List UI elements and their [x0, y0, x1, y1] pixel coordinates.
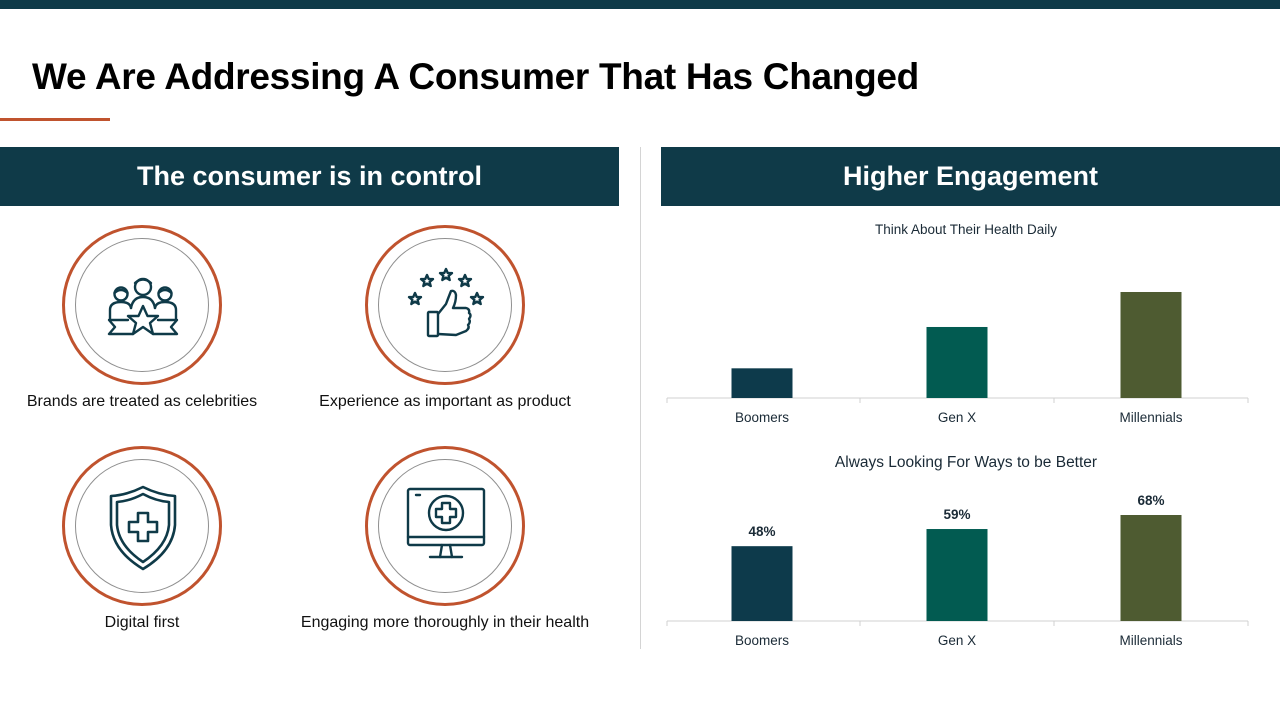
- chart-data-label: 48%: [748, 524, 775, 539]
- icon-ring: [62, 446, 222, 606]
- title-underline: [0, 118, 110, 121]
- feature-card-experience: Experience as important as product: [295, 225, 595, 425]
- chart-category-label: Gen X: [938, 410, 976, 425]
- chart-category-label: Millennials: [1119, 410, 1182, 425]
- icon-ring: [62, 225, 222, 385]
- chart-category-label: Millennials: [1119, 633, 1182, 648]
- feature-card-digital: Digital first: [0, 446, 292, 646]
- feature-card-health: Engaging more thoroughly in their health: [295, 446, 595, 646]
- top-accent-bar: [0, 0, 1280, 9]
- monitor-medical-cross-icon: [406, 487, 486, 559]
- icon-inner-ring: [75, 238, 209, 372]
- star-rating-thumbs-up-icon: [407, 267, 485, 338]
- chart-bar: [926, 529, 988, 621]
- feature-caption: Brands are treated as celebrities: [26, 393, 258, 410]
- icon-inner-ring: [75, 459, 209, 593]
- icon-ring: [365, 225, 525, 385]
- chart-category-label: Boomers: [735, 633, 789, 648]
- chart-title: Always Looking For Ways to be Better: [835, 454, 1097, 471]
- chart-category-label: Boomers: [735, 410, 789, 425]
- feature-caption: Digital first: [104, 614, 180, 631]
- panel-divider: [640, 147, 641, 649]
- feature-card-celebrities: Brands are treated as celebrities: [0, 225, 292, 425]
- icon-inner-ring: [378, 238, 512, 372]
- feature-caption: Experience as important as product: [319, 393, 571, 410]
- celebrity-star-group-icon: [107, 277, 179, 336]
- chart-bar: [926, 326, 988, 398]
- icon-inner-ring: [378, 459, 512, 593]
- chart-title: Think About Their Health Daily: [875, 222, 1057, 237]
- shield-plus-icon: [109, 485, 177, 571]
- chart-data-label: 59%: [943, 507, 970, 522]
- left-panel-header: The consumer is in control: [0, 147, 619, 206]
- feature-caption: Engaging more thoroughly in their health: [300, 614, 590, 631]
- engagement-charts: Think About Their Health Daily Boomers Gen…: [666, 222, 1249, 648]
- icon-ring: [365, 446, 525, 606]
- chart-category-label: Gen X: [938, 633, 976, 648]
- chart-bar: [1120, 292, 1182, 398]
- chart-bar: [731, 546, 793, 621]
- chart-data-label: 68%: [1137, 493, 1164, 508]
- chart-bar: [731, 368, 793, 398]
- page-title: We Are Addressing A Consumer That Has Ch…: [32, 56, 919, 97]
- right-panel-header: Higher Engagement: [661, 147, 1280, 206]
- chart-bar: [1120, 515, 1182, 621]
